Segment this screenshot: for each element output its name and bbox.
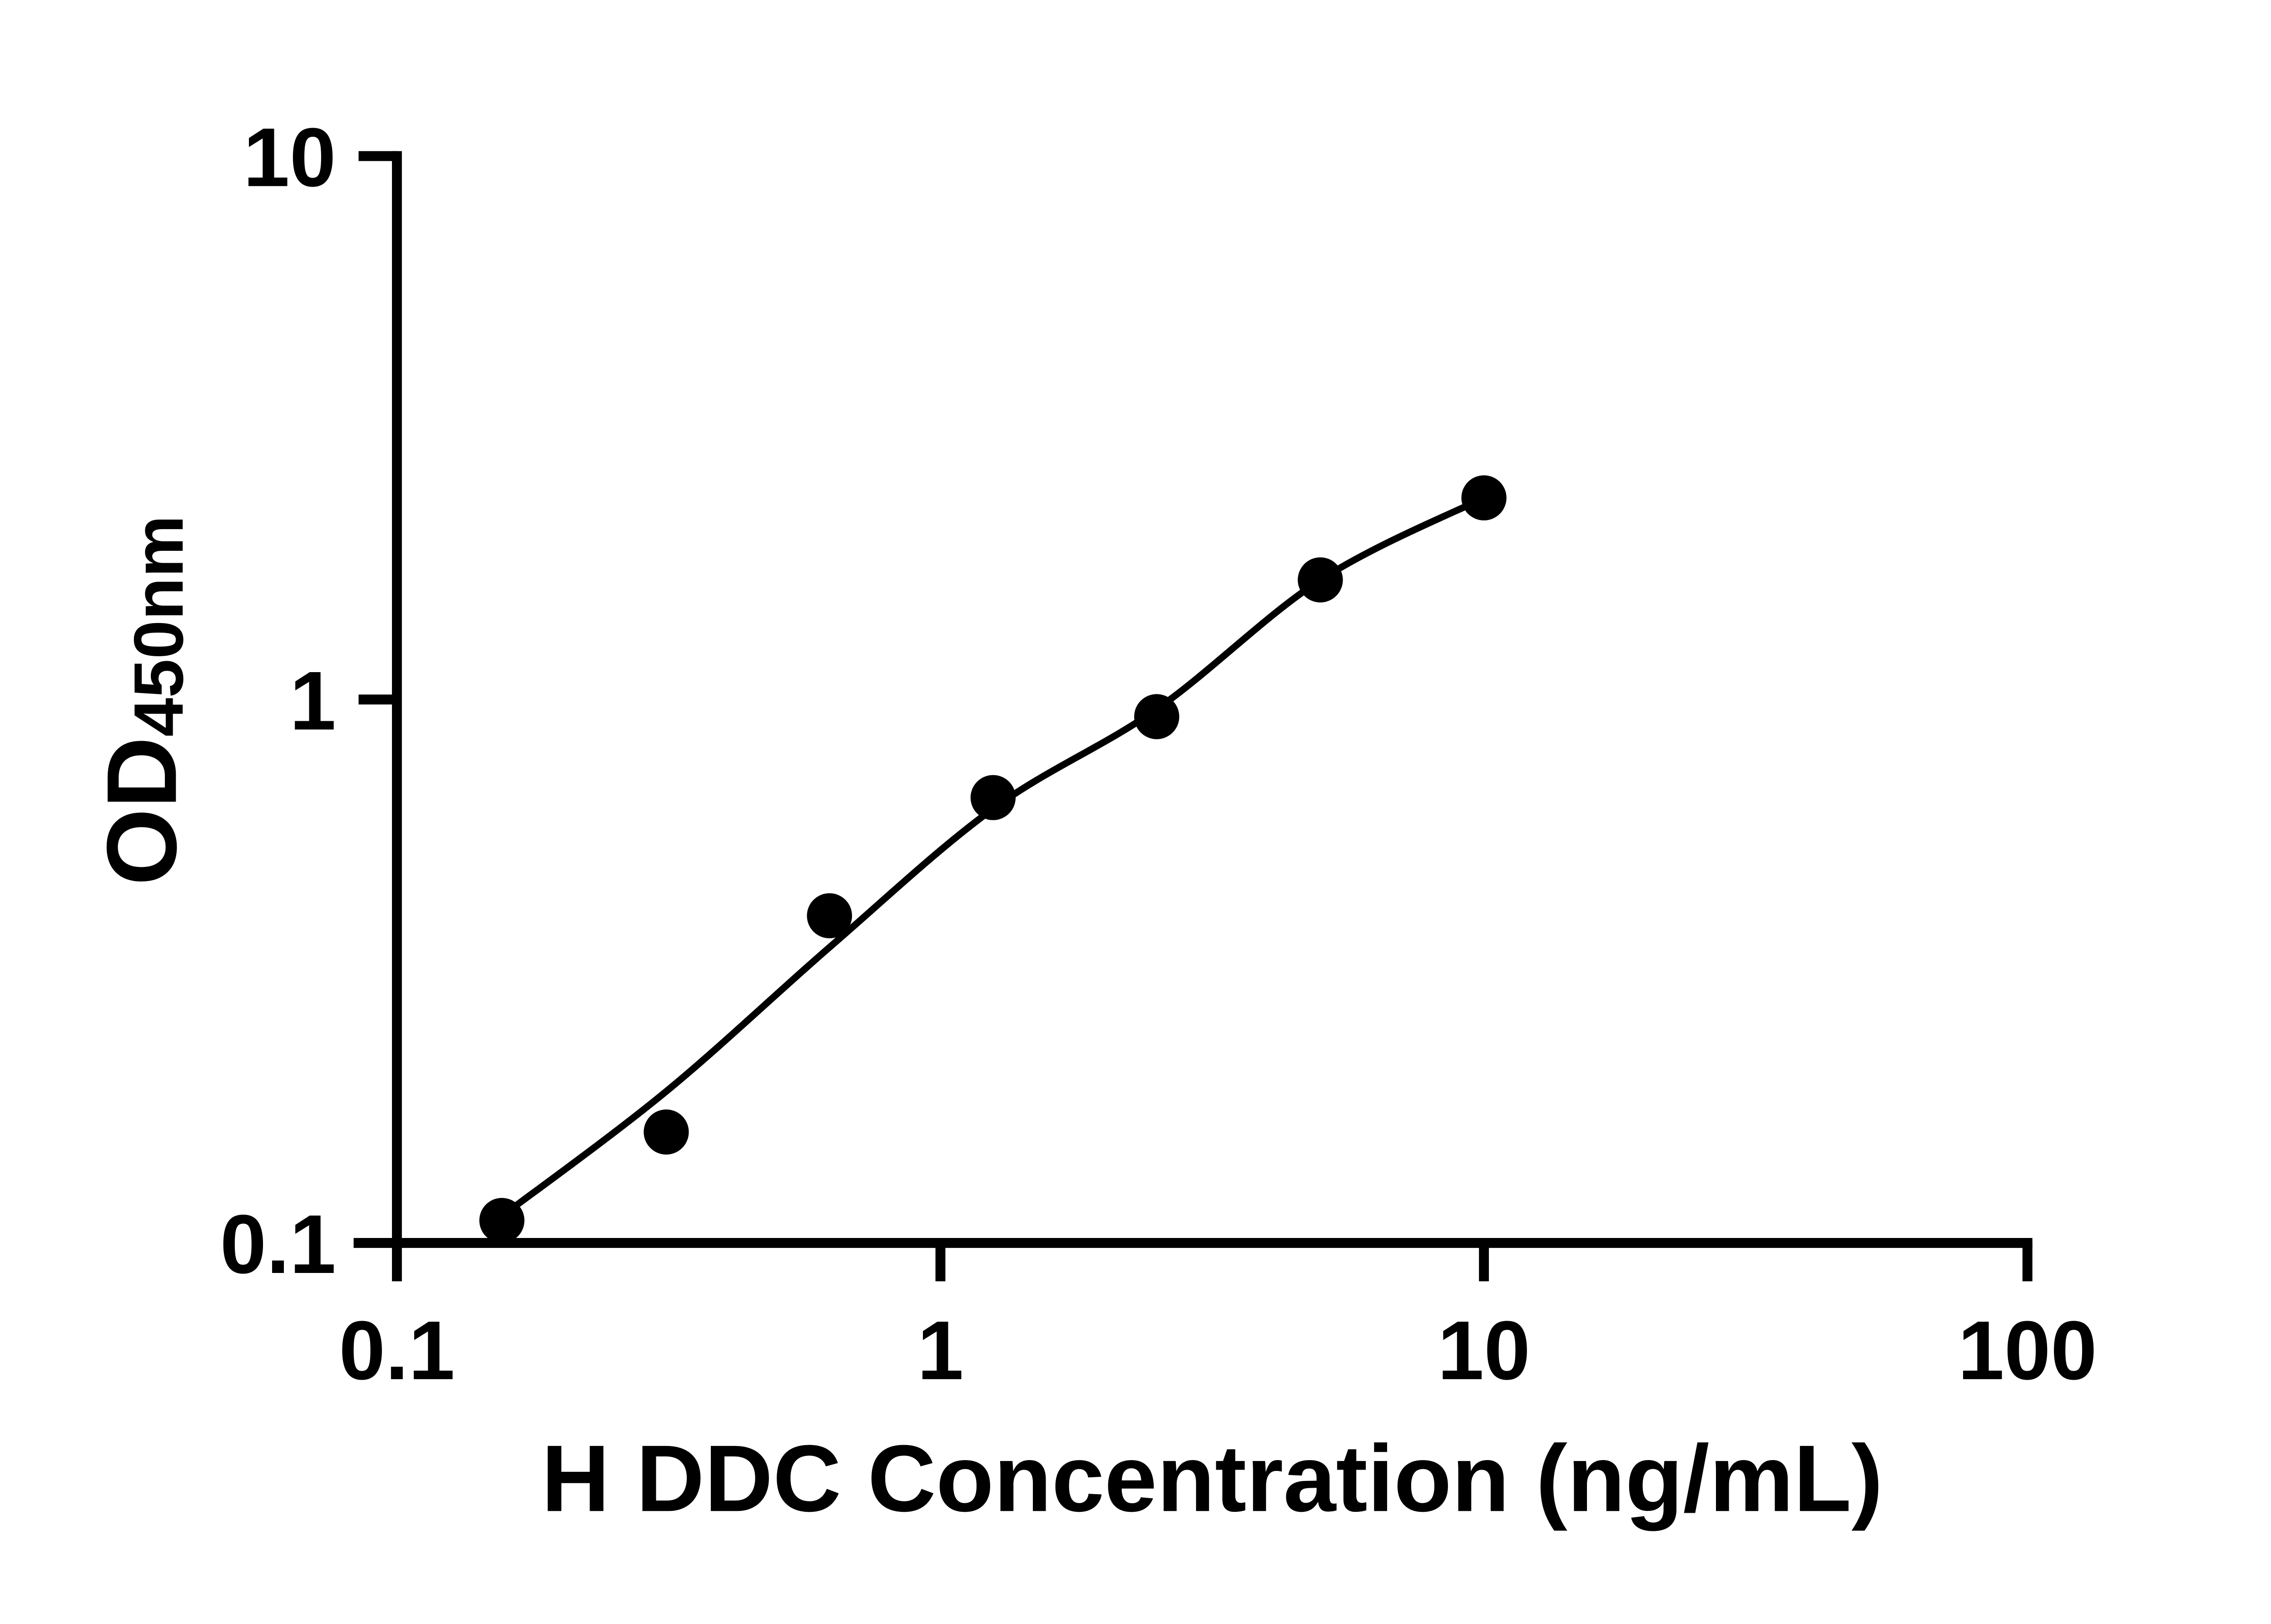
y-axis-title-main: OD bbox=[86, 737, 197, 886]
x-tick-label: 100 bbox=[1958, 1304, 2097, 1397]
fit-curve-line bbox=[498, 494, 1488, 1220]
standard-curve-chart: 0.1 1 10 100 10 1 0.1 H DDC Concentration (ng/… bbox=[0, 5, 2271, 1619]
data-point bbox=[644, 1109, 689, 1155]
y-tick-label: 0.1 bbox=[220, 1198, 336, 1291]
data-point bbox=[1134, 694, 1180, 739]
plot-area: 0.1 1 10 100 10 1 0.1 bbox=[220, 111, 2097, 1397]
x-tick-label: 10 bbox=[1438, 1304, 1530, 1397]
y-axis-title: OD450nm bbox=[86, 515, 198, 886]
elisa-standard-curve-figure: 0.1 1 10 100 10 1 0.1 H DDC Concentration (ng/… bbox=[0, 5, 2271, 1619]
data-point bbox=[970, 775, 1016, 820]
x-tick-label: 1 bbox=[917, 1304, 963, 1397]
data-point bbox=[1461, 475, 1507, 520]
data-point bbox=[479, 1198, 525, 1243]
data-point bbox=[1298, 557, 1343, 603]
data-point bbox=[807, 893, 852, 939]
x-tick-label: 0.1 bbox=[339, 1304, 455, 1397]
y-axis-title-subscript: 450nm bbox=[119, 515, 198, 737]
y-tick-label: 10 bbox=[243, 111, 336, 204]
x-axis-title: H DDC Concentration (ng/mL) bbox=[541, 1426, 1883, 1531]
y-tick-label: 1 bbox=[290, 654, 336, 747]
